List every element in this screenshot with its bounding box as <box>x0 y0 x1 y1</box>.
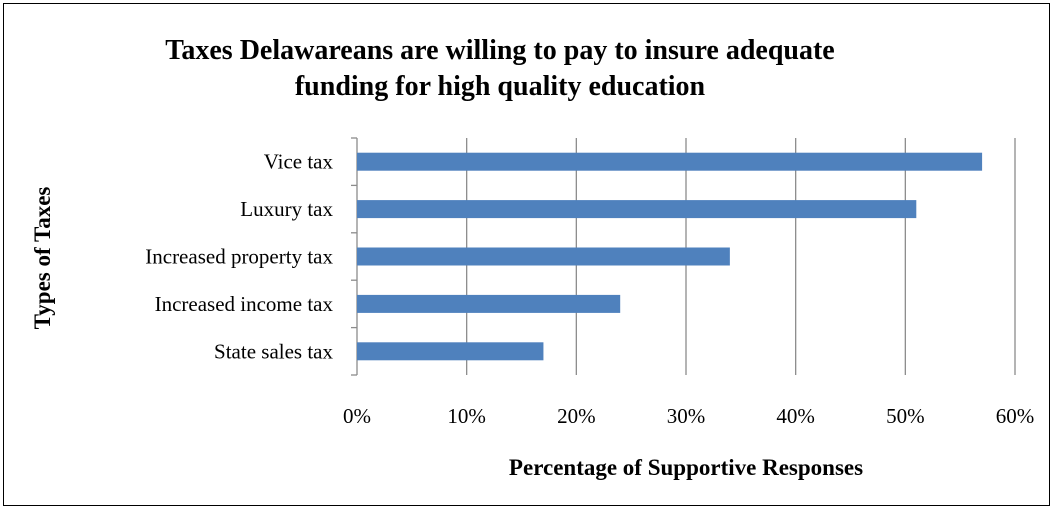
bar <box>357 152 983 171</box>
category-label: Increased property tax <box>145 245 333 269</box>
x-tick-label: 10% <box>447 404 486 428</box>
category-label: Increased income tax <box>155 292 334 316</box>
x-tick-label: 50% <box>886 404 925 428</box>
x-axis-label: Percentage of Supportive Responses <box>508 455 864 480</box>
category-label: State sales tax <box>214 339 333 363</box>
category-label: Vice tax <box>264 150 334 174</box>
bar <box>357 294 621 313</box>
category-label: Luxury tax <box>240 197 333 221</box>
chart-title-line-1: Taxes Delawareans are willing to pay to … <box>165 35 835 66</box>
x-tick-label: 0% <box>343 404 371 428</box>
x-tick-label: 20% <box>557 404 596 428</box>
bar <box>357 342 544 361</box>
x-tick-label: 30% <box>667 404 706 428</box>
x-tick-label: 60% <box>996 404 1035 428</box>
bar <box>357 247 730 266</box>
chart-title: Taxes Delawareans are willing to pay to … <box>100 33 900 105</box>
chart-title-line-2: funding for high quality education <box>294 71 706 102</box>
x-tick-label: 40% <box>776 404 815 428</box>
chart-frame <box>3 3 1050 506</box>
bar <box>357 200 917 219</box>
